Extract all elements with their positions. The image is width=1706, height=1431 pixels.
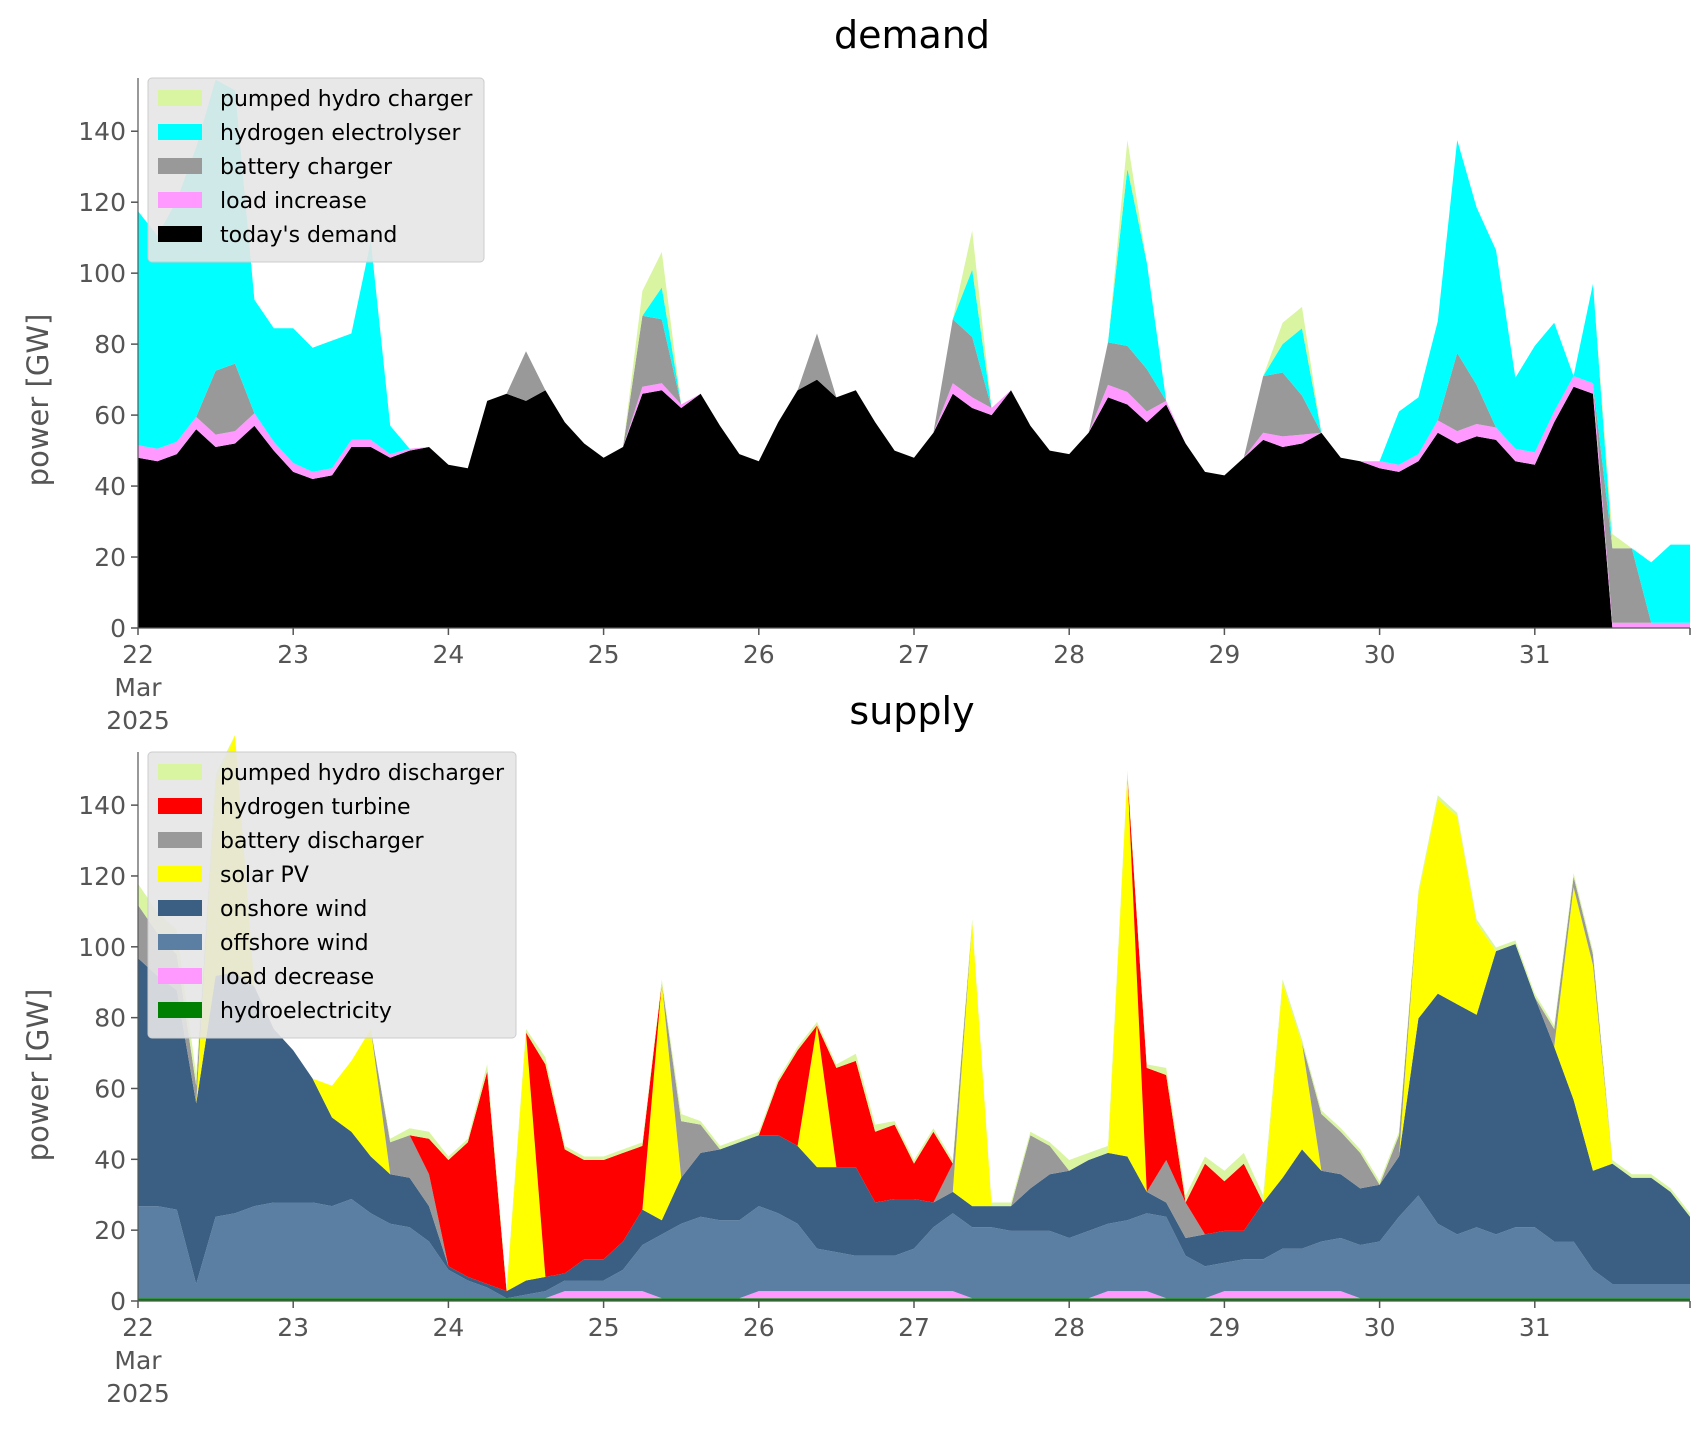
x-tick-label: 24 [432,1313,464,1342]
legend-swatch-onshore-wind [158,900,202,916]
legend-label-battery-discharger: battery discharger [220,829,425,854]
legend-swatch-battery-discharger [158,832,202,848]
legend-label-today-s-demand: today's demand [220,223,397,248]
chart-title: demand [834,13,990,57]
legend-swatch-battery-charger [158,158,202,174]
area-onshore-wind [138,944,1690,1299]
legend-box [147,751,517,1039]
y-tick-label: 40 [94,472,126,501]
y-tick-label: 120 [78,188,126,217]
x-tick-sublabel: 2025 [106,1379,170,1408]
stacked-areas [138,735,1690,1301]
x-tick-label: 31 [1519,640,1551,669]
legend-label-offshore-wind: offshore wind [220,931,369,956]
legend-label-hydrogen-turbine: hydrogen turbine [220,795,411,820]
legend-label-pumped-hydro-discharger: pumped hydro discharger [220,761,505,786]
legend-swatch-pumped-hydro-charger [158,90,202,106]
legend-box [147,77,485,263]
y-tick-label: 60 [94,401,126,430]
y-axis-label: power [GW] [21,314,55,487]
area-hydroelectricity [138,1298,1690,1301]
legend-swatch-solar-pv [158,866,202,882]
x-tick-label: 24 [432,640,464,669]
legend-label-hydrogen-electrolyser: hydrogen electrolyser [220,121,461,146]
x-tick-label: 28 [1053,640,1085,669]
legend-swatch-pumped-hydro-discharger [158,764,202,780]
y-tick-label: 120 [78,862,126,891]
legend-swatch-offshore-wind [158,934,202,950]
y-tick-label: 0 [110,614,126,643]
y-tick-label: 20 [94,543,126,572]
x-tick-label: 25 [588,640,620,669]
axes: 0 20 40 60 80 100 120 140 22 Mar 2025 23 24 25 26 27 28 2… [78,752,1691,1408]
x-tick-label: 29 [1208,1313,1240,1342]
x-tick-label: 30 [1364,1313,1396,1342]
stacked-areas [138,79,1690,628]
y-tick-label: 140 [78,791,126,820]
area-battery-charger [138,315,1690,623]
x-tick-label: 23 [277,1313,309,1342]
y-tick-label: 140 [78,117,126,146]
demand-panel: demand power [GW] 0 20 40 60 80 100 120 140 22 Ma… [21,13,1691,735]
legend-swatch-today-s-demand [158,226,202,242]
legend-label-pumped-hydro-charger: pumped hydro charger [220,87,473,112]
legend: pumped hydro discharger hydrogen turbine b… [147,751,517,1039]
area-solar-pv [138,735,1690,1292]
x-tick-label: 27 [898,1313,930,1342]
legend-label-load-increase: load increase [220,189,367,214]
chart-title: supply [849,689,974,733]
y-tick-label: 100 [78,933,126,962]
x-tick-sublabel: Mar [114,1346,162,1375]
legend-swatch-hydroelectricity [158,1002,202,1018]
x-tick-label: 31 [1519,1313,1551,1342]
x-tick-label: 30 [1364,640,1396,669]
area-load-decrease [138,1291,1690,1299]
x-tick-label: 26 [743,1313,775,1342]
x-tick-sublabel: 2025 [106,706,170,735]
legend-label-hydroelectricity: hydroelectricity [220,999,392,1024]
area-offshore-wind [138,1195,1690,1299]
legend-label-battery-charger: battery charger [220,155,393,180]
y-tick-label: 60 [94,1074,126,1103]
legend-label-onshore-wind: onshore wind [220,897,367,922]
x-tick-label: 23 [277,640,309,669]
area-load-increase [138,376,1690,628]
x-tick-label: 28 [1053,1313,1085,1342]
y-tick-label: 80 [94,330,126,359]
x-tick-label: 22 [122,1313,154,1342]
x-tick-label: 27 [898,640,930,669]
y-tick-label: 80 [94,1004,126,1033]
y-tick-label: 20 [94,1216,126,1245]
y-axis-label: power [GW] [21,989,55,1162]
y-tick-label: 100 [78,259,126,288]
area-today-s-demand [138,379,1690,628]
x-tick-label: 25 [588,1313,620,1342]
x-tick-label: 29 [1208,640,1240,669]
y-tick-label: 40 [94,1145,126,1174]
legend-label-solar-pv: solar PV [220,863,309,888]
supply-panel: supply power [GW] 0 20 40 60 80 100 120 140 22 Ma… [21,689,1691,1408]
x-tick-label: 26 [743,640,775,669]
legend: pumped hydro charger hydrogen electrolyse… [147,77,485,263]
legend-swatch-hydrogen-electrolyser [158,124,202,140]
y-tick-label: 0 [110,1287,126,1316]
legend-label-load-decrease: load decrease [220,965,374,990]
x-tick-label: 22 [122,640,154,669]
legend-swatch-load-decrease [158,968,202,984]
x-tick-sublabel: Mar [114,673,162,702]
legend-swatch-hydrogen-turbine [158,798,202,814]
axes: 0 20 40 60 80 100 120 140 22 Mar 2025 23 24 25 26 27 28 2… [78,78,1691,735]
legend-swatch-load-increase [158,192,202,208]
area-hydrogen-turbine [138,735,1690,1292]
